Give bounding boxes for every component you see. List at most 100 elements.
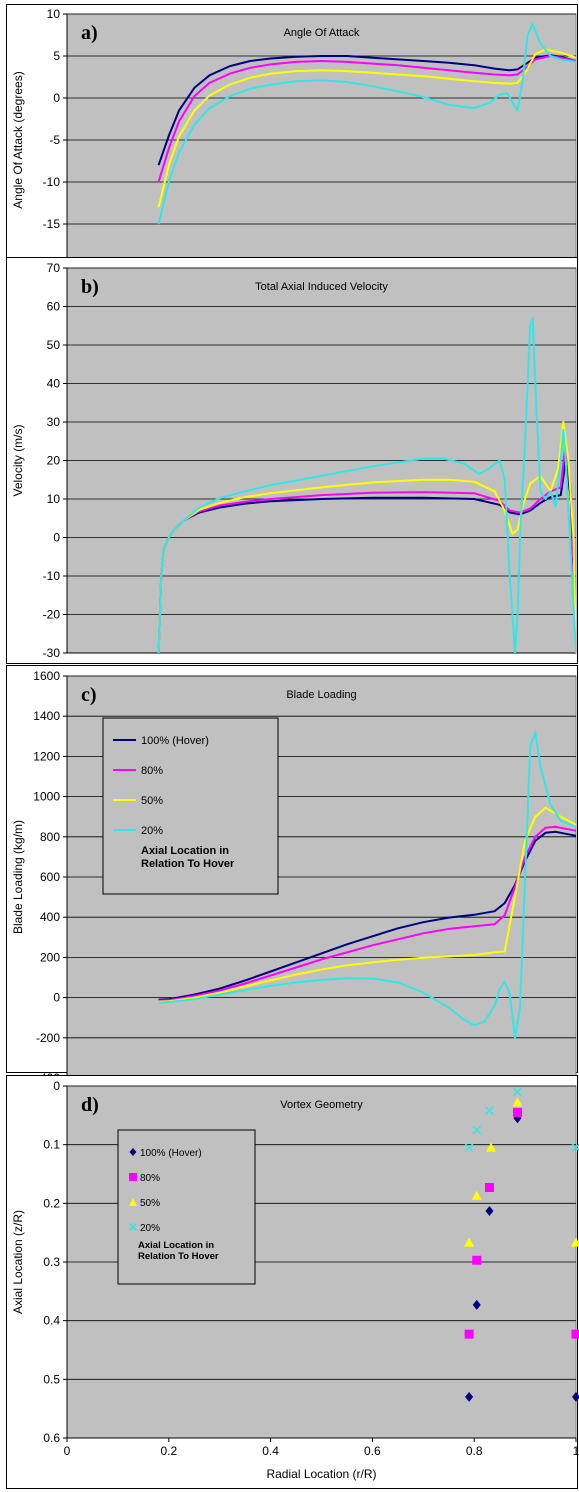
data-point-hover100 bbox=[572, 1391, 579, 1402]
series-line-p50 bbox=[158, 806, 576, 1003]
y-axis-label: Velocity (m/s) bbox=[11, 424, 25, 496]
panel-label: d) bbox=[81, 1094, 99, 1116]
y-tick-label: -200 bbox=[36, 1031, 60, 1045]
legend-label: 50% bbox=[140, 1198, 160, 1209]
series-line-p20 bbox=[158, 731, 576, 1039]
legend-label: 20% bbox=[141, 825, 163, 837]
series-line-hover100 bbox=[158, 830, 576, 1001]
y-tick-label: 1000 bbox=[33, 790, 60, 804]
y-tick-label: 70 bbox=[47, 261, 61, 275]
data-point-p80 bbox=[472, 1255, 482, 1265]
y-tick-label: -30 bbox=[43, 646, 61, 660]
x-tick-label: 0.8 bbox=[466, 1444, 483, 1458]
y-tick-label: 0.2 bbox=[43, 1196, 60, 1210]
legend-box bbox=[102, 717, 279, 895]
legend-title: Axial Location in Relation To Hover bbox=[141, 845, 235, 870]
y-tick-label: 5 bbox=[53, 49, 60, 63]
x-tick-label: 0.2 bbox=[160, 1444, 177, 1458]
data-point-p80 bbox=[484, 1182, 494, 1192]
x-axis-label: Radial Location (r/R) bbox=[266, 1467, 376, 1481]
chart-title: Angle Of Attack bbox=[284, 27, 360, 39]
panel-label: b) bbox=[81, 276, 99, 298]
data-point-p20 bbox=[512, 1087, 522, 1097]
y-axis-label: Blade Loading (kg/m) bbox=[11, 820, 25, 934]
legend-label: 80% bbox=[141, 765, 163, 777]
chart-panel-d: 0 0.1 0.2 0.3 0.4 0.5 0.6 0 0.2 0.4 0.6 0.8 1 d) Vorte… bbox=[6, 1075, 579, 1489]
data-point-hover100 bbox=[485, 1205, 494, 1216]
y-tick-label: 0 bbox=[53, 1079, 60, 1093]
panel-label: c) bbox=[81, 684, 97, 706]
chart-title: Vortex Geometry bbox=[280, 1099, 363, 1111]
y-tick-label: 0.5 bbox=[43, 1372, 60, 1386]
data-point-hover100 bbox=[472, 1299, 481, 1310]
legend-swatch-p50 bbox=[129, 1198, 137, 1206]
data-point-p80 bbox=[464, 1329, 474, 1339]
y-tick-label: 400 bbox=[40, 910, 60, 924]
data-point-p20 bbox=[464, 1143, 474, 1153]
y-tick-label: 30 bbox=[47, 415, 61, 429]
data-point-p80 bbox=[512, 1107, 522, 1117]
data-point-p80 bbox=[571, 1329, 579, 1339]
y-tick-label: -5 bbox=[49, 133, 60, 147]
y-tick-label: 10 bbox=[47, 492, 61, 506]
data-point-p20 bbox=[472, 1125, 482, 1135]
legend-label: 50% bbox=[141, 795, 163, 807]
y-tick-label: 600 bbox=[40, 870, 60, 884]
data-point-p50 bbox=[571, 1237, 579, 1247]
y-tick-label: 0 bbox=[53, 91, 60, 105]
chart-title: Total Axial Induced Velocity bbox=[255, 281, 388, 293]
x-tick-label: 1 bbox=[573, 1444, 579, 1458]
y-tick-label: 50 bbox=[47, 338, 61, 352]
data-point-p50 bbox=[464, 1237, 475, 1247]
chart-panel-b: -30 -20 -10 0 10 20 30 40 50 60 70 b) Total Axial In… bbox=[6, 257, 578, 664]
legend-swatch-p80 bbox=[129, 1173, 137, 1181]
y-tick-label: 0.1 bbox=[43, 1138, 60, 1152]
legend-label: 100% (Hover) bbox=[140, 1148, 202, 1159]
series-line-p20 bbox=[157, 317, 576, 653]
y-axis-label: Axial Location (z/R) bbox=[11, 1210, 25, 1314]
data-point-p50 bbox=[485, 1142, 496, 1152]
y-tick-label: 20 bbox=[47, 454, 61, 468]
y-tick-label: 0.6 bbox=[43, 1431, 60, 1445]
legend-title: Axial Location in Relation To Hover bbox=[138, 1240, 219, 1262]
series-line-p80 bbox=[157, 55, 576, 183]
data-point-p50 bbox=[512, 1097, 523, 1107]
y-tick-label: -10 bbox=[43, 569, 61, 583]
x-tick-label: 0 bbox=[64, 1444, 71, 1458]
y-tick-label: 0.4 bbox=[43, 1314, 60, 1328]
y-tick-label: -15 bbox=[43, 217, 61, 231]
y-tick-label: 10 bbox=[47, 7, 61, 21]
y-tick-label: 1600 bbox=[33, 669, 60, 683]
series-line-p80 bbox=[158, 825, 576, 1002]
panel-label: a) bbox=[81, 22, 98, 44]
y-tick-label: 40 bbox=[47, 377, 61, 391]
y-tick-label: 800 bbox=[40, 830, 60, 844]
legend-swatch-hover100 bbox=[129, 1148, 137, 1156]
legend: 100% (Hover) 80% 50% 20% Axial Location in Re… bbox=[117, 1129, 256, 1285]
legend-label: 80% bbox=[140, 1173, 160, 1184]
y-tick-label: 60 bbox=[47, 300, 61, 314]
chart-panel-c: -400-20002004006008001000120014001600c)B… bbox=[6, 665, 578, 1085]
data-point-hover100 bbox=[465, 1391, 474, 1402]
series-line-p50 bbox=[157, 48, 576, 208]
legend-swatch-p20 bbox=[128, 1222, 138, 1232]
legend-box bbox=[117, 1129, 256, 1285]
x-tick-label: 0.4 bbox=[262, 1444, 279, 1458]
legend: 100% (Hover) 80% 50% 20% Axial Location in Re… bbox=[102, 717, 279, 895]
y-tick-label: 0 bbox=[53, 531, 60, 545]
data-point-p20 bbox=[484, 1106, 495, 1116]
x-tick-label: 0.6 bbox=[364, 1444, 381, 1458]
y-tick-label: 0 bbox=[53, 991, 60, 1005]
chart-title: Blade Loading bbox=[286, 689, 356, 701]
y-tick-label: 1200 bbox=[33, 749, 60, 763]
y-tick-label: 0.3 bbox=[43, 1255, 60, 1269]
legend-label: 100% (Hover) bbox=[141, 735, 209, 747]
y-axis-label: Angle Of Attack (degrees) bbox=[11, 71, 25, 208]
y-tick-label: -10 bbox=[43, 175, 61, 189]
legend-label: 20% bbox=[140, 1223, 160, 1234]
y-tick-label: 1400 bbox=[33, 709, 60, 723]
series-line-p20 bbox=[157, 23, 576, 225]
